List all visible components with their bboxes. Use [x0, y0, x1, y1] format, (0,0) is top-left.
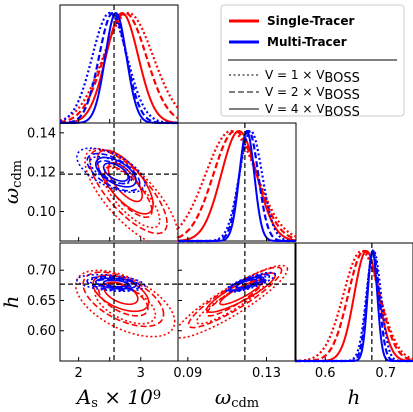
contour-wcdm_h-single-tracer-v4-level1	[219, 279, 263, 306]
contours-wcdm_h	[178, 264, 289, 339]
label-part: cdm	[231, 396, 259, 411]
marginal-wcdm-multi-tracer-v4	[178, 129, 296, 242]
xlabel-wcdm: ωcdm	[215, 385, 259, 411]
marginal-h-single-tracer-v2	[295, 249, 413, 363]
marginal-As-multi-tracer-v4	[60, 11, 178, 124]
contour-As_h-single-tracer-v2-level2	[82, 271, 165, 328]
panel-As-marginal	[59, 4, 179, 125]
label-part: BOSS	[324, 71, 359, 86]
contour-wcdm_h-multi-tracer-v4-level2	[229, 276, 265, 291]
xlabel-As: As × 109	[75, 385, 161, 411]
contour-As_h-single-tracer-v1-level1	[94, 282, 157, 325]
xlabel-h: h	[348, 385, 361, 409]
contour-As_wcdm-multi-tracer-v4-level1	[102, 162, 129, 182]
xtick-label-As: 3	[137, 366, 145, 381]
contour-As_wcdm-single-tracer-v1-level1	[102, 167, 161, 229]
ytick-label-wcdm: 0.14	[27, 126, 56, 141]
contour-wcdm_h-multi-tracer-v1-level2	[225, 271, 277, 293]
label-part: A	[75, 385, 91, 409]
contour-As_h-multi-tracer-v4-level1	[102, 279, 129, 288]
contour-wcdm_h-multi-tracer-v2-level2	[227, 273, 271, 293]
label-part: cdm	[10, 160, 25, 188]
marginal-h-multi-tracer-v4	[295, 248, 413, 362]
marginal-wcdm-single-tracer-v1	[177, 129, 297, 238]
contour-As_wcdm-single-tracer-v1-level2	[84, 147, 178, 241]
label-part: × 10	[98, 385, 153, 409]
xtick-label-wcdm: 0.13	[252, 366, 281, 381]
label-part: V = 1 × V	[265, 68, 325, 82]
ylabel-h: h	[0, 296, 23, 309]
contour-As_wcdm-multi-tracer-v2-level2	[86, 152, 141, 192]
panel-As-marginal-frame	[59, 4, 179, 124]
panel-h-marginal	[294, 242, 413, 363]
contour-As_h-single-tracer-v2-level1	[97, 281, 149, 317]
legend-label-tracer-0: Single-Tracer	[267, 14, 354, 28]
legend-label-volume-2: V = 4 × VBOSS	[265, 102, 360, 120]
contour-As_wcdm-multi-tracer-v4-level2	[94, 156, 137, 188]
contours-As_wcdm	[76, 147, 178, 241]
label-part: h	[0, 296, 23, 309]
ylabel-wcdm: ωcdm	[0, 160, 25, 204]
marginal-As-single-tracer-v2	[59, 11, 179, 124]
contour-As_wcdm-single-tracer-v2-level2	[88, 149, 168, 235]
panel-wcdm-marginal	[177, 122, 297, 243]
label-part: V = 2 × V	[265, 85, 325, 99]
marginal-As-single-tracer-v1	[59, 11, 179, 122]
xtick-label-wcdm: 0.09	[173, 366, 202, 381]
ytick-label-wcdm: 0.12	[27, 166, 56, 181]
panel-wcdm_h	[177, 242, 297, 362]
legend-label-tracer-1: Multi-Tracer	[267, 35, 347, 49]
contour-wcdm_h-single-tracer-v2-level2	[187, 266, 283, 329]
contour-As_wcdm-single-tracer-v4-level1	[107, 161, 144, 203]
panel-As_wcdm	[59, 122, 179, 242]
contour-As_h-multi-tracer-v1-level2	[76, 273, 146, 293]
panel-wcdm-marginal-frame	[177, 122, 297, 242]
label-part: h	[348, 385, 361, 409]
label-part: ω	[215, 385, 231, 409]
xtick-label-As: 2	[74, 366, 82, 381]
panel-As_h	[59, 242, 179, 362]
label-part: ω	[0, 188, 23, 204]
label-part: BOSS	[324, 88, 359, 103]
marginal-wcdm-single-tracer-v4	[177, 130, 297, 242]
contour-As_h-multi-tracer-v2-level2	[86, 275, 141, 292]
ytick-label-h: 0.60	[27, 324, 56, 339]
contour-As_wcdm-multi-tracer-v1-level2	[76, 147, 146, 194]
xtick-label-h: 0.7	[375, 366, 396, 381]
marginal-As-multi-tracer-v1	[59, 11, 179, 125]
contour-wcdm_h-single-tracer-v2-level1	[205, 278, 265, 317]
contours-As_h	[74, 269, 176, 338]
marginal-h-single-tracer-v1	[294, 249, 413, 362]
contour-wcdm_h-single-tracer-v1-level2	[178, 264, 289, 339]
panel-As_wcdm-frame	[59, 122, 179, 242]
ytick-label-wcdm: 0.10	[27, 205, 56, 220]
ytick-label-h: 0.70	[27, 264, 56, 279]
label-part: s	[91, 396, 98, 411]
legend-label-volume-1: V = 2 × VBOSS	[265, 85, 360, 103]
contour-As_h-multi-tracer-v4-level2	[94, 277, 137, 290]
panel-wcdm_h-frame	[177, 242, 297, 362]
label-part: 9	[153, 388, 161, 403]
panel-h-marginal-frame	[294, 242, 413, 362]
legend-label-volume-0: V = 1 × VBOSS	[265, 68, 360, 86]
xtick-label-h: 0.6	[315, 366, 336, 381]
label-part: V = 4 × V	[265, 102, 325, 116]
ytick-label-h: 0.65	[27, 294, 56, 309]
marginal-As-multi-tracer-v2	[59, 11, 178, 125]
label-part: BOSS	[324, 105, 359, 120]
marginal-As-single-tracer-v4	[59, 11, 179, 124]
